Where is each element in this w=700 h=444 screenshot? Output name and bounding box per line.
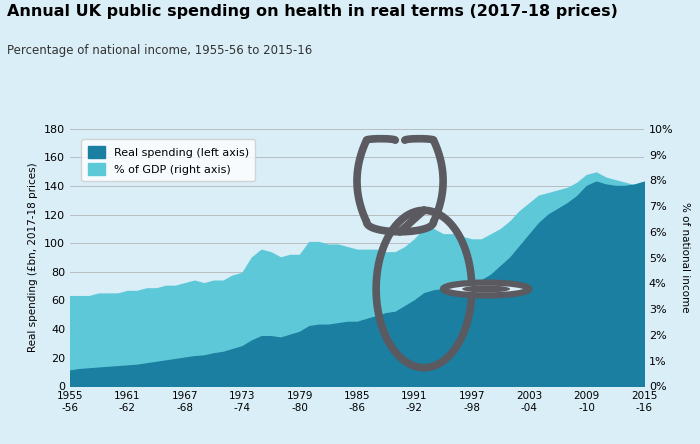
Y-axis label: Real spending (£bn, 2017-18 prices): Real spending (£bn, 2017-18 prices) [29, 163, 38, 353]
Circle shape [443, 282, 529, 295]
Text: Annual UK public spending on health in real terms (2017-18 prices): Annual UK public spending on health in r… [7, 4, 618, 20]
Y-axis label: % of national income: % of national income [680, 202, 690, 313]
Text: Percentage of national income, 1955-56 to 2015-16: Percentage of national income, 1955-56 t… [7, 44, 312, 57]
Legend: Real spending (left axis), % of GDP (right axis): Real spending (left axis), % of GDP (rig… [81, 139, 256, 181]
Circle shape [462, 285, 510, 293]
